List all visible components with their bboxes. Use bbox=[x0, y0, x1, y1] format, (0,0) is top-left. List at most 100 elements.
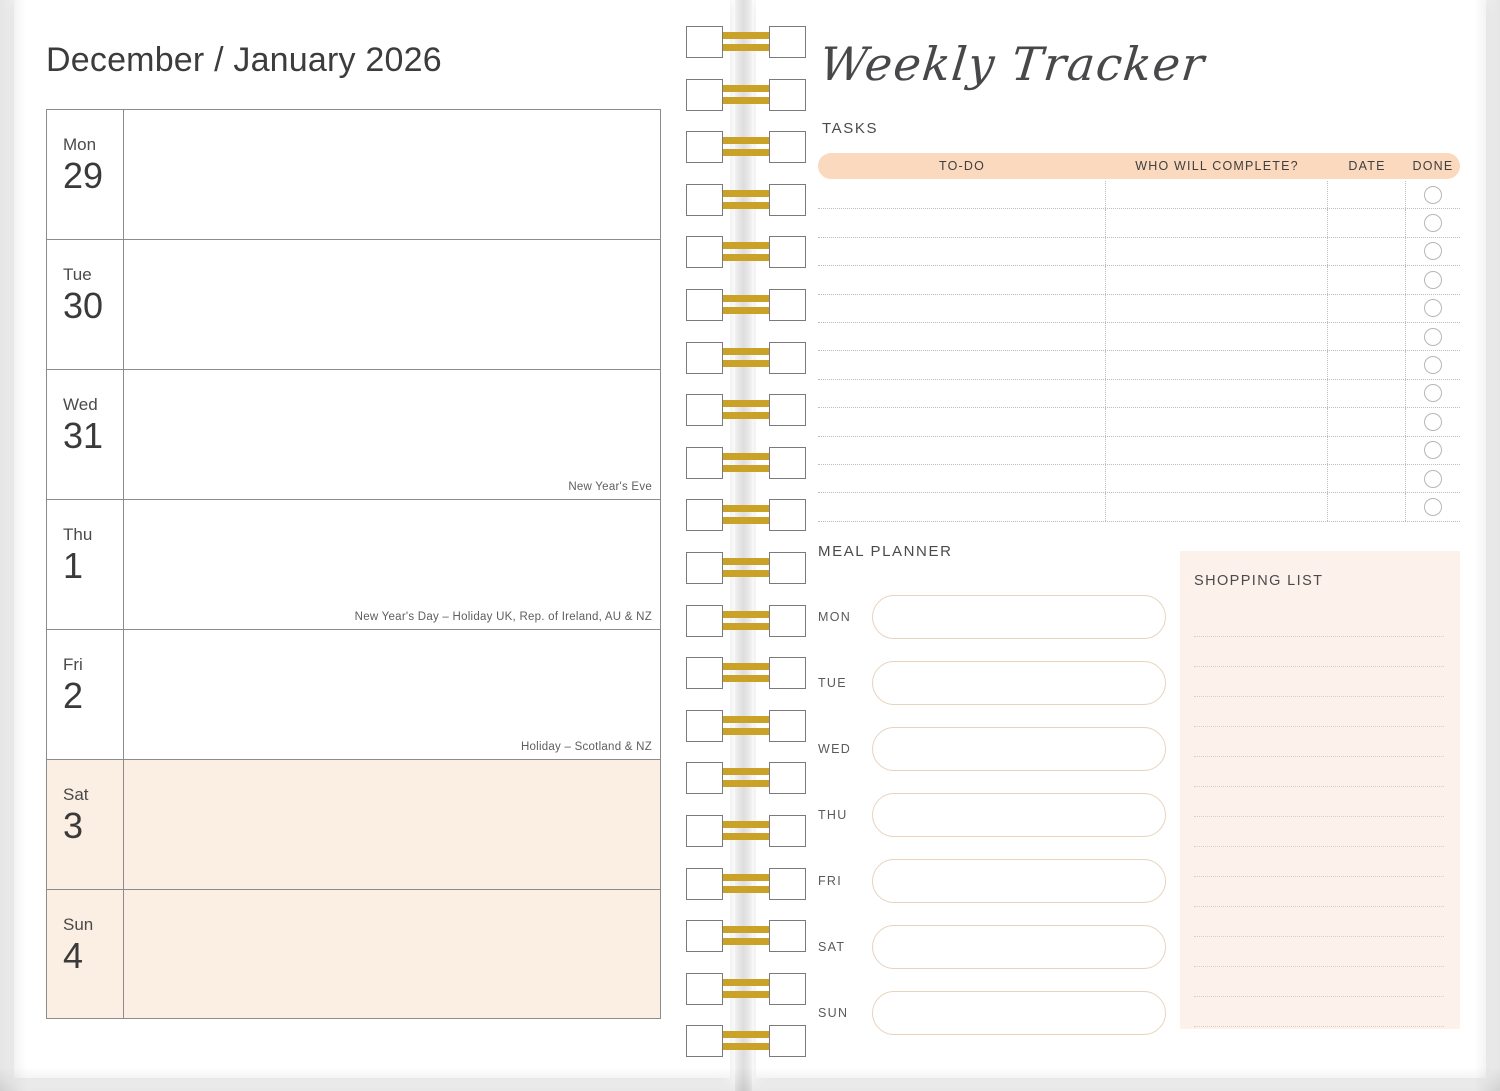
task-done-cell[interactable] bbox=[1406, 351, 1460, 378]
task-date-cell[interactable] bbox=[1328, 351, 1406, 379]
task-done-cell[interactable] bbox=[1406, 408, 1460, 435]
task-who-cell[interactable] bbox=[1106, 493, 1328, 521]
task-todo-cell[interactable] bbox=[818, 351, 1106, 379]
table-row[interactable] bbox=[818, 493, 1460, 522]
day-entry-area-wed[interactable]: New Year's Eve bbox=[124, 370, 660, 499]
meal-planner-input-sun[interactable] bbox=[872, 991, 1166, 1035]
checkbox-circle-icon[interactable] bbox=[1424, 469, 1442, 488]
day-entry-area-sun[interactable] bbox=[124, 890, 660, 1018]
task-done-cell[interactable] bbox=[1406, 238, 1460, 265]
task-todo-cell[interactable] bbox=[818, 294, 1106, 322]
task-todo-cell[interactable] bbox=[818, 436, 1106, 464]
task-done-cell[interactable] bbox=[1406, 493, 1460, 520]
checkbox-circle-icon[interactable] bbox=[1424, 270, 1442, 289]
list-item[interactable] bbox=[1194, 637, 1444, 667]
task-todo-cell[interactable] bbox=[818, 237, 1106, 266]
day-row-sun[interactable]: Sun 4 bbox=[47, 890, 660, 1019]
task-who-cell[interactable] bbox=[1106, 294, 1328, 322]
table-row[interactable] bbox=[818, 379, 1460, 409]
list-item[interactable] bbox=[1194, 787, 1444, 817]
list-item[interactable] bbox=[1194, 697, 1444, 727]
list-item[interactable] bbox=[1194, 997, 1444, 1027]
checkbox-circle-icon[interactable] bbox=[1424, 497, 1442, 516]
list-item[interactable] bbox=[1194, 727, 1444, 757]
checkbox-circle-icon[interactable] bbox=[1424, 299, 1442, 318]
day-entry-area-fri[interactable]: Holiday – Scotland & NZ bbox=[124, 630, 660, 759]
task-done-cell[interactable] bbox=[1406, 323, 1460, 350]
meal-planner-input-mon[interactable] bbox=[872, 595, 1166, 639]
day-row-sat[interactable]: Sat 3 bbox=[47, 760, 660, 890]
table-row[interactable] bbox=[818, 181, 1460, 210]
task-who-cell[interactable] bbox=[1106, 237, 1328, 266]
day-row-mon[interactable]: Mon 29 bbox=[47, 110, 660, 240]
day-entry-area-thu[interactable]: New Year's Day – Holiday UK, Rep. of Ire… bbox=[124, 500, 660, 629]
meal-planner-input-sat[interactable] bbox=[872, 925, 1166, 969]
meal-planner-input-fri[interactable] bbox=[872, 859, 1166, 903]
table-row[interactable] bbox=[818, 464, 1460, 494]
task-who-cell[interactable] bbox=[1106, 181, 1328, 209]
task-done-cell[interactable] bbox=[1406, 380, 1460, 407]
task-date-cell[interactable] bbox=[1328, 181, 1406, 209]
task-done-cell[interactable] bbox=[1406, 209, 1460, 236]
task-done-cell[interactable] bbox=[1406, 437, 1460, 464]
task-who-cell[interactable] bbox=[1106, 322, 1328, 351]
task-todo-cell[interactable] bbox=[818, 464, 1106, 493]
day-entry-area-mon[interactable] bbox=[124, 110, 660, 239]
task-todo-cell[interactable] bbox=[818, 493, 1106, 521]
task-date-cell[interactable] bbox=[1328, 408, 1406, 436]
list-item[interactable] bbox=[1194, 847, 1444, 877]
task-todo-cell[interactable] bbox=[818, 379, 1106, 408]
task-date-cell[interactable] bbox=[1328, 436, 1406, 464]
day-row-thu[interactable]: Thu 1 New Year's Day – Holiday UK, Rep. … bbox=[47, 500, 660, 630]
list-item[interactable] bbox=[1194, 817, 1444, 847]
list-item[interactable] bbox=[1194, 877, 1444, 907]
day-entry-area-sat[interactable] bbox=[124, 760, 660, 889]
table-row[interactable] bbox=[818, 351, 1460, 380]
task-date-cell[interactable] bbox=[1328, 266, 1406, 294]
task-date-cell[interactable] bbox=[1328, 237, 1406, 266]
table-row[interactable] bbox=[818, 436, 1460, 465]
checkbox-circle-icon[interactable] bbox=[1424, 384, 1442, 403]
table-row[interactable] bbox=[818, 322, 1460, 352]
list-item[interactable] bbox=[1194, 967, 1444, 997]
task-todo-cell[interactable] bbox=[818, 408, 1106, 436]
list-item[interactable] bbox=[1194, 907, 1444, 937]
checkbox-circle-icon[interactable] bbox=[1424, 185, 1442, 204]
list-item[interactable] bbox=[1194, 937, 1444, 967]
task-who-cell[interactable] bbox=[1106, 436, 1328, 464]
task-date-cell[interactable] bbox=[1328, 209, 1406, 237]
task-who-cell[interactable] bbox=[1106, 266, 1328, 294]
task-done-cell[interactable] bbox=[1406, 465, 1460, 492]
task-todo-cell[interactable] bbox=[818, 322, 1106, 351]
table-row[interactable] bbox=[818, 266, 1460, 295]
task-who-cell[interactable] bbox=[1106, 379, 1328, 408]
task-done-cell[interactable] bbox=[1406, 181, 1460, 208]
checkbox-circle-icon[interactable] bbox=[1424, 327, 1442, 346]
table-row[interactable] bbox=[818, 294, 1460, 323]
checkbox-circle-icon[interactable] bbox=[1424, 441, 1442, 460]
table-row[interactable] bbox=[818, 209, 1460, 238]
task-done-cell[interactable] bbox=[1406, 295, 1460, 322]
day-row-wed[interactable]: Wed 31 New Year's Eve bbox=[47, 370, 660, 500]
task-who-cell[interactable] bbox=[1106, 408, 1328, 436]
meal-planner-input-thu[interactable] bbox=[872, 793, 1166, 837]
task-todo-cell[interactable] bbox=[818, 266, 1106, 294]
list-item[interactable] bbox=[1194, 607, 1444, 637]
checkbox-circle-icon[interactable] bbox=[1424, 356, 1442, 375]
day-entry-area-tue[interactable] bbox=[124, 240, 660, 369]
task-date-cell[interactable] bbox=[1328, 493, 1406, 521]
checkbox-circle-icon[interactable] bbox=[1424, 214, 1442, 233]
task-todo-cell[interactable] bbox=[818, 181, 1106, 209]
task-date-cell[interactable] bbox=[1328, 322, 1406, 351]
task-done-cell[interactable] bbox=[1406, 266, 1460, 293]
task-who-cell[interactable] bbox=[1106, 464, 1328, 493]
meal-planner-input-wed[interactable] bbox=[872, 727, 1166, 771]
task-who-cell[interactable] bbox=[1106, 351, 1328, 379]
task-todo-cell[interactable] bbox=[818, 209, 1106, 237]
day-row-tue[interactable]: Tue 30 bbox=[47, 240, 660, 370]
task-date-cell[interactable] bbox=[1328, 379, 1406, 408]
task-who-cell[interactable] bbox=[1106, 209, 1328, 237]
table-row[interactable] bbox=[818, 408, 1460, 437]
table-row[interactable] bbox=[818, 237, 1460, 267]
checkbox-circle-icon[interactable] bbox=[1424, 242, 1442, 261]
